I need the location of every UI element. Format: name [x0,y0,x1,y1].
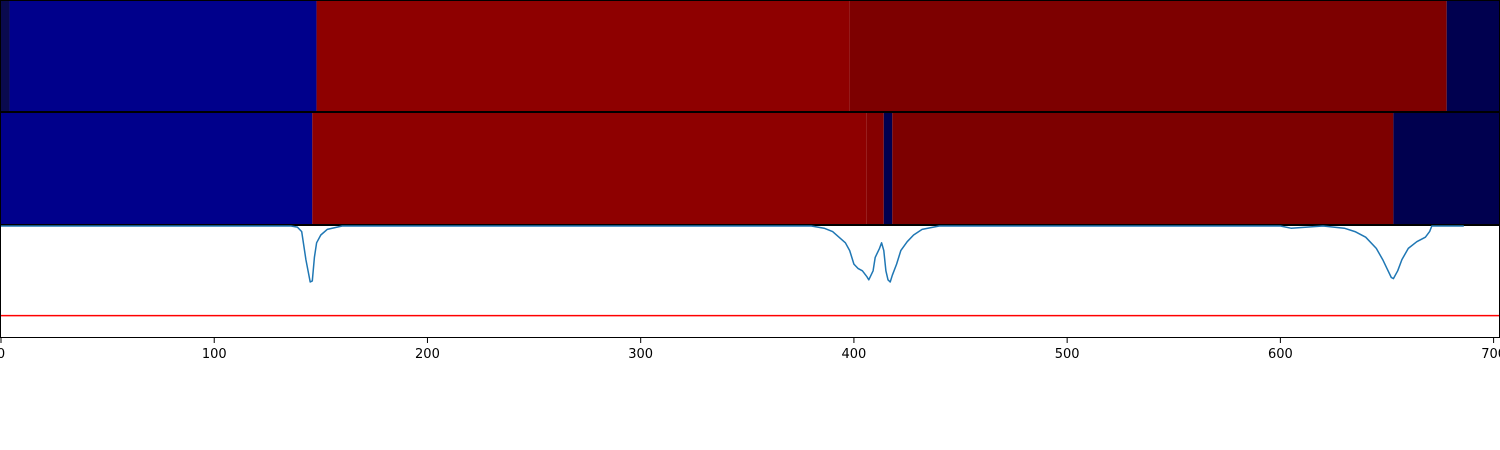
heatmap-1-segment-1 [10,1,317,112]
line-plot: 0 100 200 300 400 500 600 700 [0,226,1500,363]
heatmap-1-segment-3 [850,1,1447,112]
x-tick-label-300: 300 [628,347,653,362]
heatmap-2-segment-5 [1393,113,1500,225]
heatmap-2-segment-1 [312,113,866,225]
heatmap-middle [1,113,1500,225]
x-axis: 0 100 200 300 400 500 600 700 [0,338,1500,362]
heatmap-1-segment-0 [1,1,10,112]
x-tick-label-500: 500 [1055,347,1080,362]
heatmap-2-segment-4 [892,113,1393,225]
x-tick-label-700: 700 [1481,347,1500,362]
x-tick-label-0: 0 [0,347,5,362]
heatmap-top [1,1,1500,112]
heatmap-2-segment-0 [1,113,312,225]
x-tick-label-200: 200 [415,347,440,362]
heatmap-1-segment-2 [317,1,850,112]
x-tick-label-600: 600 [1268,347,1293,362]
x-tick-label-100: 100 [202,347,227,362]
heatmap-2-segment-3 [884,113,893,225]
x-tick-label-400: 400 [842,347,867,362]
line-plot-frame [1,226,1500,338]
heatmap-2-segment-2 [867,113,884,225]
heatmap-1-segment-4 [1447,1,1500,112]
